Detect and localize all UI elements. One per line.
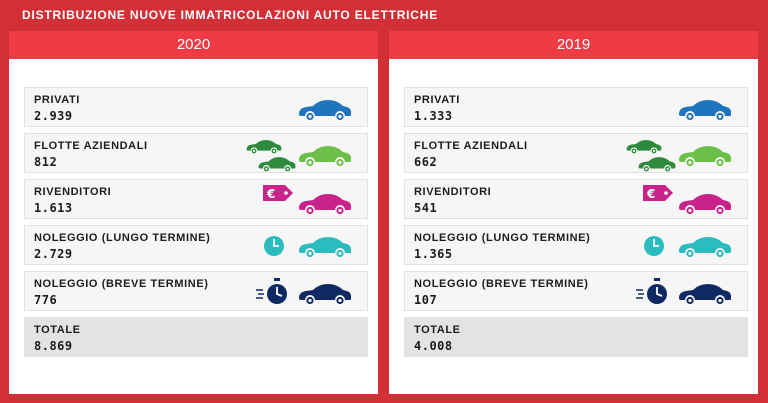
- row-noleggio-lungo: NOLEGGIO (LUNGO TERMINE) 1.365: [404, 225, 748, 265]
- row-rivenditori: RIVENDITORI 1.613 €: [24, 179, 368, 219]
- stopwatch-car-icon: [635, 274, 733, 310]
- row-label: NOLEGGIO (BREVE TERMINE): [414, 278, 589, 290]
- row-privati: PRIVATI 1.333: [404, 87, 748, 127]
- row-value: 541: [414, 201, 438, 215]
- row-label: RIVENDITORI: [34, 186, 112, 198]
- row-flotte-aziendali: FLOTTE AZIENDALI 662: [404, 133, 748, 173]
- euro-tag-car-icon: €: [261, 182, 353, 218]
- row-value: 812: [34, 155, 58, 169]
- row-flotte-aziendali: FLOTTE AZIENDALI 812: [24, 133, 368, 173]
- total-value: 4.008: [414, 339, 453, 353]
- total-label: TOTALE: [414, 324, 461, 336]
- row-label: NOLEGGIO (LUNGO TERMINE): [34, 232, 211, 244]
- row-noleggio-breve: NOLEGGIO (BREVE TERMINE) 776: [24, 271, 368, 311]
- svg-text:€: €: [646, 187, 655, 201]
- green-cars-icon: [245, 136, 353, 172]
- row-label: NOLEGGIO (BREVE TERMINE): [34, 278, 209, 290]
- row-value: 1.613: [34, 201, 73, 215]
- row-totale: TOTALE 8.869: [24, 317, 368, 357]
- row-value: 662: [414, 155, 438, 169]
- euro-tag-car-icon: €: [641, 182, 733, 218]
- row-noleggio-lungo: NOLEGGIO (LUNGO TERMINE) 2.729: [24, 225, 368, 265]
- row-value: 2.939: [34, 109, 73, 123]
- clock-car-icon: [643, 228, 733, 264]
- row-value: 1.333: [414, 109, 453, 123]
- stopwatch-car-icon: [255, 274, 353, 310]
- row-label: PRIVATI: [414, 94, 460, 106]
- row-label: NOLEGGIO (LUNGO TERMINE): [414, 232, 591, 244]
- row-privati: PRIVATI 2.939: [24, 87, 368, 127]
- row-totale: TOTALE 4.008: [404, 317, 748, 357]
- clock-car-icon: [263, 228, 353, 264]
- panel-year-header: 2020: [9, 31, 378, 59]
- blue-car-icon: [297, 90, 353, 126]
- green-cars-icon: [625, 136, 733, 172]
- row-label: FLOTTE AZIENDALI: [414, 140, 528, 152]
- panel-2019: 2019 PRIVATI 1.333 FLOTTE AZIENDALI 662 …: [386, 31, 761, 397]
- svg-text:€: €: [266, 187, 275, 201]
- row-value: 1.365: [414, 247, 453, 261]
- panel-2020: 2020 PRIVATI 2.939 FLOTTE AZIENDALI 812 …: [6, 31, 381, 397]
- panel-year-header: 2019: [389, 31, 758, 59]
- row-label: FLOTTE AZIENDALI: [34, 140, 148, 152]
- row-value: 776: [34, 293, 58, 307]
- blue-car-icon: [677, 90, 733, 126]
- row-value: 107: [414, 293, 438, 307]
- category-list: PRIVATI 2.939 FLOTTE AZIENDALI 812 RIVEN…: [24, 87, 368, 363]
- total-label: TOTALE: [34, 324, 81, 336]
- row-label: RIVENDITORI: [414, 186, 492, 198]
- total-value: 8.869: [34, 339, 73, 353]
- row-label: PRIVATI: [34, 94, 80, 106]
- row-rivenditori: RIVENDITORI 541 €: [404, 179, 748, 219]
- row-value: 2.729: [34, 247, 73, 261]
- category-list: PRIVATI 1.333 FLOTTE AZIENDALI 662 RIVEN…: [404, 87, 748, 363]
- page-title: DISTRIBUZIONE NUOVE IMMATRICOLAZIONI AUT…: [22, 8, 439, 22]
- row-noleggio-breve: NOLEGGIO (BREVE TERMINE) 107: [404, 271, 748, 311]
